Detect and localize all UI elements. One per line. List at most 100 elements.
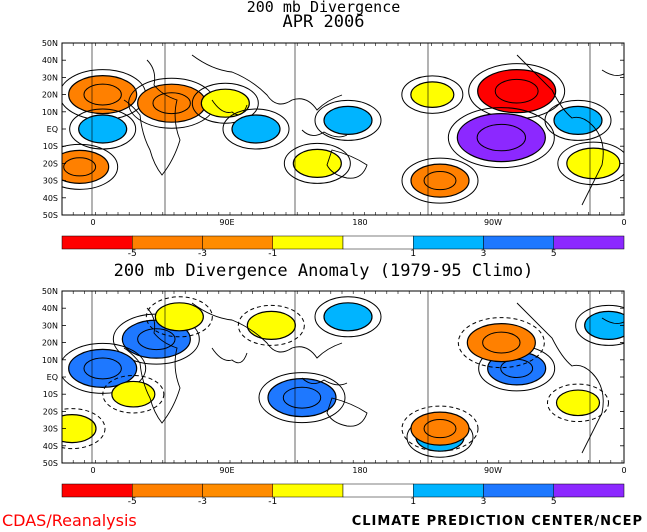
colorbar-swatch bbox=[483, 235, 554, 250]
coastline bbox=[301, 377, 348, 386]
lat-label: 10N bbox=[42, 108, 58, 117]
divergence-cell bbox=[410, 81, 455, 108]
colorbar-tick-label: -3 bbox=[198, 497, 207, 507]
contour-line bbox=[62, 408, 106, 450]
colorbar-swatch bbox=[61, 483, 133, 498]
colorbar-swatch bbox=[272, 235, 344, 250]
colorbar-tick-label: 5 bbox=[551, 249, 557, 259]
lat-label: 10S bbox=[43, 390, 58, 399]
lat-label: 20N bbox=[42, 91, 58, 100]
coastline bbox=[123, 59, 181, 176]
colorbar-2: -5 -3 -1 1 3 5 bbox=[61, 483, 625, 507]
coastline bbox=[601, 317, 624, 324]
contour-line bbox=[69, 108, 137, 150]
divergence-cell bbox=[553, 105, 603, 136]
lat-label: 50N bbox=[42, 287, 58, 296]
divergence-core bbox=[83, 83, 122, 106]
colorbar-swatch bbox=[553, 235, 625, 250]
lat-label: 20N bbox=[42, 339, 58, 348]
divergence-cell bbox=[78, 114, 128, 144]
divergence-cell bbox=[555, 389, 601, 417]
colorbar-tick-label: 3 bbox=[481, 249, 487, 259]
divergence-core bbox=[83, 357, 122, 380]
colorbar-swatch bbox=[202, 235, 273, 250]
credit-label: CLIMATE PREDICTION CENTER/NCEP bbox=[351, 514, 643, 529]
map-panel-2: 50N 40N 30N 20N 10N EQ 10S 20S 30S 40S 50S 0 90E 180 9… bbox=[42, 287, 627, 475]
lon-label: 180 bbox=[352, 466, 367, 475]
contour-line bbox=[191, 82, 259, 124]
lon-label: 180 bbox=[352, 218, 367, 227]
divergence-core bbox=[423, 419, 457, 439]
lat-label: 40S bbox=[43, 442, 58, 451]
colorbar-swatch bbox=[272, 483, 344, 498]
divergence-core bbox=[152, 92, 191, 115]
divergence-cell bbox=[323, 302, 373, 332]
lat-label: 40N bbox=[42, 56, 58, 65]
lon-label: 90W bbox=[484, 218, 502, 227]
divergence-core bbox=[482, 331, 521, 354]
colorbar-tick-label: 5 bbox=[551, 497, 557, 507]
coastline bbox=[516, 54, 604, 206]
lat-label: 10S bbox=[43, 142, 58, 151]
colorbar-tick-label: 3 bbox=[481, 497, 487, 507]
colorbar-tick-label: -5 bbox=[128, 249, 137, 259]
divergence-core bbox=[137, 328, 176, 351]
divergence-core bbox=[423, 171, 457, 191]
contour-line bbox=[557, 141, 624, 186]
source-label: CDAS/Reanalysis bbox=[2, 511, 137, 530]
coastline bbox=[326, 397, 368, 427]
divergence-cell bbox=[566, 147, 621, 180]
map-panel-1: 50N 40N 30N 20N 10N EQ 10S 20S 30S 40S 50S 0 90E 180 9… bbox=[42, 39, 627, 227]
contour-line bbox=[575, 304, 624, 346]
contour-line bbox=[222, 108, 290, 150]
contour-line bbox=[401, 157, 479, 204]
lat-label: 40N bbox=[42, 304, 58, 313]
coastline bbox=[301, 129, 348, 138]
divergence-cell bbox=[231, 114, 281, 144]
divergence-cell bbox=[62, 414, 97, 444]
lat-label: 20S bbox=[43, 407, 58, 416]
lat-label: EQ bbox=[47, 373, 58, 382]
colorbar-swatch bbox=[342, 483, 414, 498]
coastline bbox=[191, 302, 343, 359]
colorbar-swatch bbox=[553, 483, 625, 498]
lat-label: 10N bbox=[42, 356, 58, 365]
colorbar-swatch bbox=[132, 483, 203, 498]
coastline bbox=[191, 54, 343, 111]
divergence-cell bbox=[323, 105, 373, 136]
top-map-subtitle: APR 2006 bbox=[282, 12, 365, 32]
lat-label: 50S bbox=[43, 211, 58, 220]
colorbar-swatch bbox=[202, 483, 273, 498]
divergence-core bbox=[63, 157, 97, 177]
bottom-map-title: 200 mb Divergence Anomaly (1979-95 Climo… bbox=[113, 261, 534, 281]
lat-label: 30N bbox=[42, 73, 58, 82]
lat-label: 50N bbox=[42, 39, 58, 48]
divergence-cell bbox=[584, 310, 624, 340]
lon-label: 90W bbox=[484, 466, 502, 475]
coastline bbox=[211, 347, 248, 364]
colorbar-tick-label: 1 bbox=[410, 249, 416, 259]
contour-line bbox=[547, 383, 609, 423]
lat-label: 50S bbox=[43, 459, 58, 468]
lon-label: 0 bbox=[621, 218, 626, 227]
colorbar-swatch bbox=[413, 483, 484, 498]
contour-line bbox=[237, 304, 305, 346]
colorbar-1: -5 -3 -1 1 3 5 bbox=[61, 235, 625, 259]
contour-line bbox=[401, 405, 479, 452]
divergence-core bbox=[494, 78, 539, 104]
contour-line bbox=[145, 296, 213, 338]
top-map-title: 200 mb Divergence bbox=[246, 0, 401, 16]
colorbar-tick-label: 1 bbox=[410, 497, 416, 507]
divergence-core bbox=[476, 123, 527, 152]
contour-line bbox=[62, 143, 119, 190]
contour-line bbox=[314, 296, 382, 338]
divergence-cell bbox=[292, 148, 342, 178]
divergence-cell bbox=[111, 380, 156, 408]
contour-line bbox=[258, 372, 346, 424]
coastline bbox=[601, 69, 624, 76]
contour-line bbox=[401, 75, 464, 114]
colorbar-swatch bbox=[342, 235, 414, 250]
lat-label: EQ bbox=[47, 125, 58, 134]
colorbar-swatch bbox=[413, 235, 484, 250]
contour-line bbox=[314, 99, 382, 141]
